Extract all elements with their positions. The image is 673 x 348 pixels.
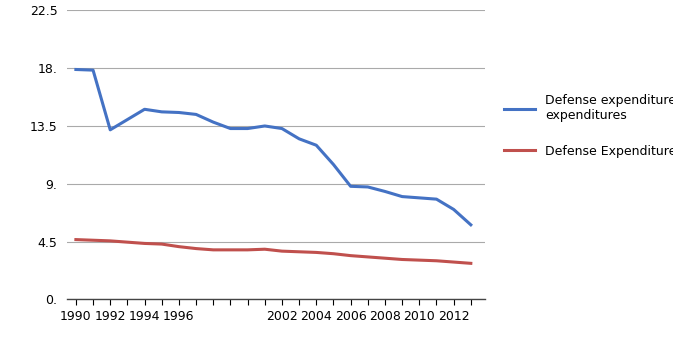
- Defense Expenditure:GDP: [415, 258, 423, 262]
- Defense Expenditure:GDP: [89, 238, 97, 242]
- Defense expenditure:total
expenditures: [106, 128, 114, 132]
- Defense Expenditure:GDP: [123, 240, 131, 244]
- Defense expenditure:total
expenditures: [278, 126, 286, 130]
- Defense expenditure:total
expenditures: [192, 112, 200, 117]
- Defense expenditure:total
expenditures: [226, 126, 234, 130]
- Defense Expenditure:GDP: [72, 237, 80, 242]
- Defense Expenditure:GDP: [278, 249, 286, 253]
- Defense Expenditure:GDP: [347, 254, 355, 258]
- Defense expenditure:total
expenditures: [450, 207, 458, 212]
- Defense expenditure:total
expenditures: [123, 118, 131, 122]
- Defense expenditure:total
expenditures: [347, 184, 355, 188]
- Defense Expenditure:GDP: [312, 250, 320, 254]
- Defense expenditure:total
expenditures: [244, 126, 252, 130]
- Defense expenditure:total
expenditures: [89, 68, 97, 72]
- Defense expenditure:total
expenditures: [260, 124, 269, 128]
- Defense expenditure:total
expenditures: [72, 68, 80, 72]
- Defense Expenditure:GDP: [329, 252, 337, 256]
- Defense expenditure:total
expenditures: [141, 107, 149, 111]
- Defense expenditure:total
expenditures: [175, 110, 183, 114]
- Defense Expenditure:GDP: [226, 248, 234, 252]
- Defense Expenditure:GDP: [106, 239, 114, 243]
- Defense Expenditure:GDP: [260, 247, 269, 251]
- Defense Expenditure:GDP: [398, 258, 406, 262]
- Defense expenditure:total
expenditures: [381, 189, 389, 193]
- Defense expenditure:total
expenditures: [398, 195, 406, 199]
- Defense expenditure:total
expenditures: [467, 223, 475, 227]
- Defense expenditure:total
expenditures: [433, 197, 441, 201]
- Defense Expenditure:GDP: [192, 246, 200, 251]
- Defense Expenditure:GDP: [433, 259, 441, 263]
- Defense Expenditure:GDP: [467, 261, 475, 266]
- Defense Expenditure:GDP: [381, 256, 389, 260]
- Defense expenditure:total
expenditures: [415, 196, 423, 200]
- Defense Expenditure:GDP: [175, 245, 183, 249]
- Defense expenditure:total
expenditures: [364, 185, 372, 189]
- Defense Expenditure:GDP: [209, 248, 217, 252]
- Defense Expenditure:GDP: [157, 242, 166, 246]
- Defense expenditure:total
expenditures: [209, 120, 217, 124]
- Line: Defense Expenditure:GDP: Defense Expenditure:GDP: [76, 239, 471, 263]
- Line: Defense expenditure:total
expenditures: Defense expenditure:total expenditures: [76, 70, 471, 225]
- Defense Expenditure:GDP: [141, 242, 149, 246]
- Defense Expenditure:GDP: [450, 260, 458, 264]
- Defense expenditure:total
expenditures: [295, 137, 303, 141]
- Defense expenditure:total
expenditures: [312, 143, 320, 147]
- Defense expenditure:total
expenditures: [157, 110, 166, 114]
- Defense Expenditure:GDP: [364, 255, 372, 259]
- Defense Expenditure:GDP: [295, 250, 303, 254]
- Defense Expenditure:GDP: [244, 248, 252, 252]
- Legend: Defense expenditure:total
expenditures, Defense Expenditure:GDP: Defense expenditure:total expenditures, …: [499, 89, 673, 163]
- Defense expenditure:total
expenditures: [329, 163, 337, 167]
